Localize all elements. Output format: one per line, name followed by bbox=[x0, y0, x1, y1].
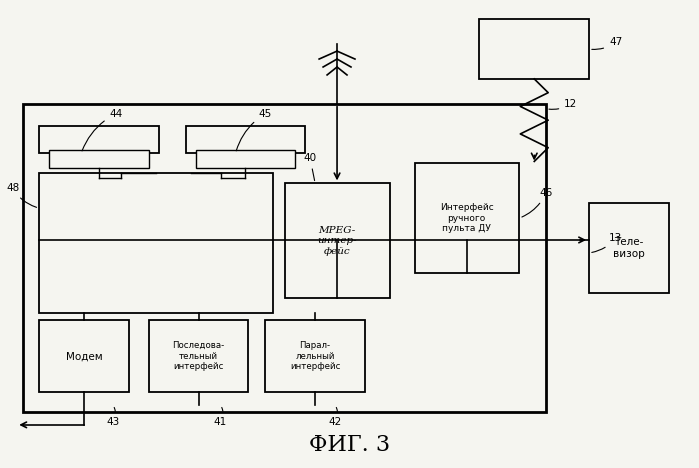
Text: Последова-
тельный
интерфейс: Последова- тельный интерфейс bbox=[173, 341, 224, 371]
Bar bbox=[49, 151, 149, 168]
Bar bbox=[186, 125, 305, 154]
Bar bbox=[149, 321, 248, 392]
Text: Теле-
визор: Теле- визор bbox=[613, 237, 644, 259]
Bar bbox=[39, 173, 273, 313]
Bar bbox=[23, 104, 546, 412]
Text: 42: 42 bbox=[329, 408, 342, 427]
Text: Модем: Модем bbox=[66, 351, 102, 361]
Bar bbox=[266, 321, 365, 392]
Text: 48: 48 bbox=[6, 183, 36, 207]
Text: 41: 41 bbox=[214, 408, 227, 427]
Bar bbox=[196, 151, 295, 168]
Bar bbox=[285, 183, 390, 298]
Bar bbox=[39, 125, 159, 154]
Bar bbox=[39, 321, 129, 392]
Text: 12: 12 bbox=[549, 99, 577, 110]
Text: 45: 45 bbox=[236, 109, 272, 151]
Text: 43: 43 bbox=[106, 408, 120, 427]
Text: 46: 46 bbox=[522, 188, 552, 217]
Text: Парал-
лельный
интерфейс: Парал- лельный интерфейс bbox=[290, 341, 340, 371]
Text: 40: 40 bbox=[303, 154, 317, 181]
Text: MPEG-
интер-
фейс: MPEG- интер- фейс bbox=[317, 226, 357, 256]
Text: 44: 44 bbox=[82, 109, 122, 151]
Text: 13: 13 bbox=[592, 233, 622, 252]
Text: Интерфейс
ручного
пульта ДУ: Интерфейс ручного пульта ДУ bbox=[440, 203, 493, 233]
Bar bbox=[415, 163, 519, 273]
Text: 47: 47 bbox=[592, 37, 622, 50]
Bar bbox=[589, 203, 669, 292]
Bar bbox=[480, 19, 589, 79]
Text: ФИГ. 3: ФИГ. 3 bbox=[310, 434, 391, 456]
